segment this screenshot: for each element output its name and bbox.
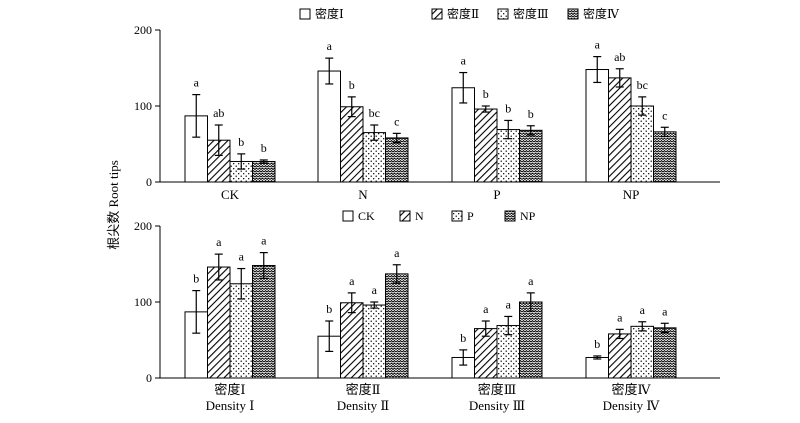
bar bbox=[317, 70, 341, 183]
legend-label: CK bbox=[358, 209, 375, 223]
significance-letter: b bbox=[505, 101, 511, 115]
bar bbox=[630, 325, 654, 379]
significance-letter: a bbox=[194, 76, 200, 90]
legend-label: N bbox=[415, 209, 424, 223]
legend-swatch bbox=[504, 210, 516, 222]
significance-letter: a bbox=[483, 302, 489, 316]
bar bbox=[207, 266, 231, 379]
bar bbox=[608, 333, 632, 379]
y-axis-label: 根尖数 Root tips bbox=[106, 160, 121, 250]
bar bbox=[340, 302, 364, 379]
x-tick-label-en: Density Ⅰ bbox=[206, 398, 255, 413]
significance-letter: ab bbox=[213, 106, 224, 120]
bar bbox=[630, 105, 654, 183]
x-tick-label: NP bbox=[623, 187, 640, 202]
y-tick-label: 100 bbox=[134, 99, 152, 113]
bar bbox=[519, 301, 543, 379]
x-tick-label: 密度Ⅱ bbox=[346, 382, 381, 397]
x-tick-label: 密度Ⅰ bbox=[214, 382, 245, 397]
legend-label: 密度Ⅳ bbox=[583, 6, 620, 21]
significance-letter: a bbox=[349, 274, 355, 288]
x-tick-label: 密度Ⅲ bbox=[478, 382, 517, 397]
x-tick-label: P bbox=[493, 187, 500, 202]
legend-swatch bbox=[567, 8, 579, 20]
y-tick-label: 0 bbox=[146, 175, 152, 189]
significance-letter: a bbox=[239, 250, 245, 264]
x-tick-label-en: Density Ⅱ bbox=[337, 398, 390, 413]
significance-letter: ab bbox=[614, 50, 625, 64]
significance-letter: a bbox=[372, 283, 378, 297]
x-tick-label: 密度Ⅳ bbox=[612, 382, 652, 397]
y-tick-label: 100 bbox=[134, 295, 152, 309]
bar bbox=[653, 131, 677, 183]
significance-letter: a bbox=[595, 38, 601, 52]
significance-letter: b bbox=[594, 337, 600, 351]
legend-label: 密度Ⅰ bbox=[315, 6, 344, 21]
bar bbox=[385, 273, 409, 379]
bar bbox=[252, 160, 276, 183]
significance-letter: b bbox=[261, 141, 267, 155]
significance-letter: a bbox=[662, 304, 668, 318]
significance-letter: bc bbox=[637, 78, 648, 92]
significance-letter: a bbox=[617, 310, 623, 324]
x-tick-label-en: Density Ⅳ bbox=[603, 398, 661, 413]
x-tick-label: N bbox=[358, 187, 368, 202]
bar bbox=[519, 129, 543, 183]
bar bbox=[653, 327, 677, 379]
legend-swatch bbox=[399, 210, 411, 222]
bar bbox=[252, 265, 276, 379]
x-tick-label: CK bbox=[221, 187, 240, 202]
bar bbox=[608, 77, 632, 183]
significance-letter: a bbox=[394, 246, 400, 260]
significance-letter: b bbox=[193, 272, 199, 286]
legend-label: 密度Ⅱ bbox=[447, 6, 479, 21]
significance-letter: a bbox=[261, 234, 267, 248]
significance-letter: b bbox=[326, 302, 332, 316]
legend-swatch bbox=[342, 210, 354, 222]
y-tick-label: 200 bbox=[134, 23, 152, 37]
bar bbox=[385, 137, 409, 183]
bar bbox=[585, 356, 609, 379]
bar bbox=[340, 106, 364, 183]
bar bbox=[474, 108, 498, 183]
bar bbox=[362, 304, 386, 379]
significance-letter: b bbox=[528, 107, 534, 121]
legend-swatch bbox=[431, 8, 443, 20]
legend-label: 密度Ⅲ bbox=[513, 6, 549, 21]
significance-letter: b bbox=[483, 87, 489, 101]
significance-letter: a bbox=[640, 303, 646, 317]
y-tick-label: 200 bbox=[134, 219, 152, 233]
significance-letter: a bbox=[506, 297, 512, 311]
legend-swatch bbox=[451, 210, 463, 222]
significance-letter: b bbox=[349, 78, 355, 92]
legend-label: P bbox=[467, 209, 474, 223]
legend-label: NP bbox=[520, 209, 536, 223]
significance-letter: b bbox=[238, 135, 244, 149]
legend-swatch bbox=[299, 8, 311, 20]
significance-letter: c bbox=[394, 114, 399, 128]
y-tick-label: 0 bbox=[146, 371, 152, 385]
legend-swatch bbox=[497, 8, 509, 20]
bar bbox=[585, 69, 609, 183]
significance-letter: a bbox=[528, 274, 534, 288]
x-tick-label-en: Density Ⅲ bbox=[469, 398, 525, 413]
significance-letter: c bbox=[662, 108, 667, 122]
significance-letter: a bbox=[216, 235, 222, 249]
significance-letter: a bbox=[461, 54, 467, 68]
significance-letter: b bbox=[460, 331, 466, 345]
significance-letter: a bbox=[327, 39, 333, 53]
significance-letter: bc bbox=[369, 106, 380, 120]
